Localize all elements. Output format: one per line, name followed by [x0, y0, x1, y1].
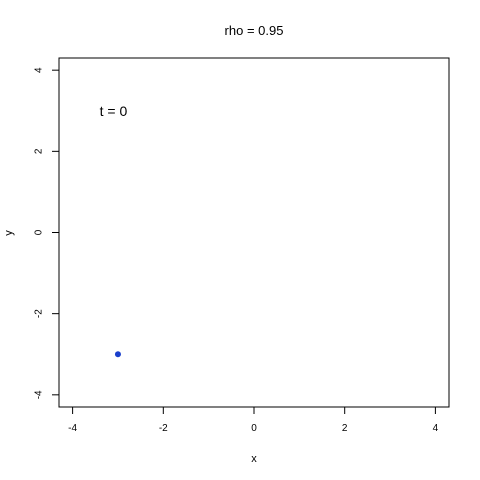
- x-tick-label: -4: [68, 423, 77, 434]
- data-points: [114, 351, 121, 358]
- y-tick-label: 0: [34, 229, 45, 235]
- time-annotation: t = 0: [100, 103, 128, 119]
- x-axis: -4 -2 0 2 4: [68, 406, 439, 434]
- x-axis-label: x: [251, 453, 257, 465]
- chart-title: rho = 0.95: [225, 23, 284, 38]
- x-tick-label: 4: [433, 423, 439, 434]
- x-tick-label: -2: [159, 423, 168, 434]
- y-axis-label: y: [3, 230, 15, 236]
- y-tick-label: 4: [34, 67, 45, 73]
- data-point: [114, 351, 121, 358]
- y-axis: -4 -2 0 2 4: [34, 67, 60, 399]
- y-tick-label: 2: [34, 148, 45, 154]
- y-tick-label: -4: [34, 390, 45, 399]
- x-tick-label: 0: [251, 423, 257, 434]
- x-tick-label: 2: [342, 423, 348, 434]
- y-tick-label: -2: [34, 309, 45, 318]
